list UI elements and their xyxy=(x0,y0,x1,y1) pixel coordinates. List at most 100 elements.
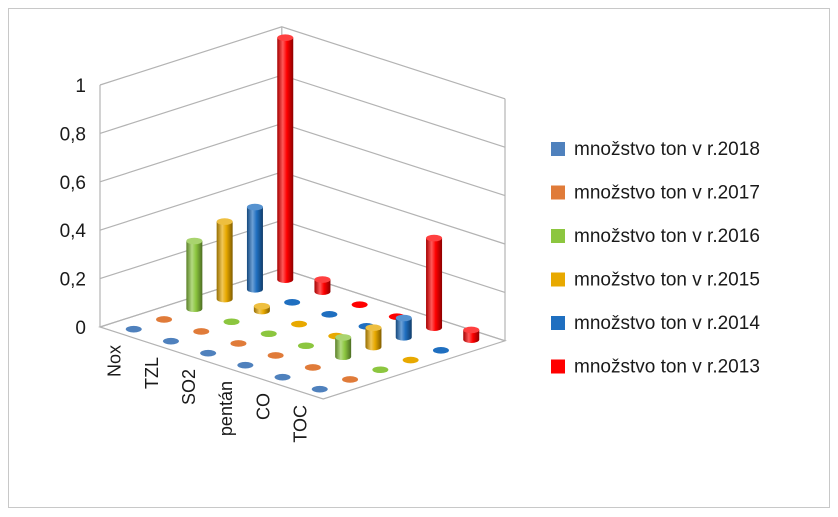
legend: množstvo ton v r.2018 množstvo ton v r.20… xyxy=(551,139,760,378)
bar-disc xyxy=(351,301,368,308)
bar-body xyxy=(426,238,443,331)
legend-item: množstvo ton v r.2014 xyxy=(551,313,760,334)
bar-disc xyxy=(193,328,210,335)
bar xyxy=(267,352,284,359)
bar-disc xyxy=(200,349,217,357)
legend-label: množstvo ton v r.2018 xyxy=(574,139,760,160)
bar xyxy=(253,302,270,315)
bar-disc xyxy=(237,361,254,369)
bar xyxy=(186,237,203,313)
chart-walls xyxy=(99,26,506,341)
y-tick-label: 0,8 xyxy=(60,124,86,145)
bar xyxy=(291,320,308,328)
bar-body xyxy=(186,240,203,313)
bar-top xyxy=(365,324,382,331)
bar-top xyxy=(186,237,203,245)
bar xyxy=(246,203,263,293)
bar-top xyxy=(277,34,294,41)
bar xyxy=(193,328,210,335)
bar-disc xyxy=(311,385,328,393)
bar-top xyxy=(426,234,443,242)
bar xyxy=(402,356,419,364)
bar-disc xyxy=(402,356,419,364)
bar-body xyxy=(277,37,294,283)
bar xyxy=(200,349,217,357)
bar xyxy=(216,218,233,303)
bar-top xyxy=(246,203,263,211)
bar xyxy=(311,385,328,393)
legend-swatch xyxy=(551,185,565,200)
category-label: CO xyxy=(253,393,273,420)
bar-top xyxy=(395,314,412,322)
bar-top xyxy=(253,302,270,310)
legend-swatch xyxy=(551,272,565,287)
legend-item: množstvo ton v r.2015 xyxy=(551,270,760,291)
category-label: Nox xyxy=(105,345,125,377)
bar-top xyxy=(463,326,480,334)
gridline xyxy=(99,171,506,245)
bar-body xyxy=(314,279,331,295)
legend-item: množstvo ton v r.2017 xyxy=(551,183,760,204)
bar-top xyxy=(335,334,352,341)
bar xyxy=(314,276,331,295)
bar xyxy=(372,366,389,374)
y-tick-label: 0,2 xyxy=(60,270,86,291)
bars xyxy=(125,34,480,393)
bar-disc xyxy=(342,376,359,383)
bar-body xyxy=(246,207,263,293)
legend-swatch xyxy=(551,229,565,243)
legend-swatch xyxy=(551,359,565,374)
bar xyxy=(277,34,294,283)
y-tick-label: 0 xyxy=(75,318,86,339)
bar xyxy=(274,373,291,381)
legend-swatch xyxy=(551,142,565,156)
bar-top xyxy=(216,218,233,225)
category-labels: Nox TZL SO2 pentán CO TOC xyxy=(105,345,311,443)
bar xyxy=(342,376,359,383)
gridline xyxy=(99,74,506,148)
bar-disc xyxy=(304,364,321,371)
bar xyxy=(321,311,338,318)
gridline xyxy=(99,219,506,293)
chart-area xyxy=(8,8,830,508)
bar xyxy=(162,337,179,345)
y-tick-label: 0,6 xyxy=(60,173,86,194)
bar-body xyxy=(395,317,412,341)
bar-disc xyxy=(267,352,284,359)
bar-disc xyxy=(156,316,173,323)
bar-disc xyxy=(260,330,277,338)
bar xyxy=(395,314,412,341)
bar-disc xyxy=(274,373,291,381)
category-label: SO2 xyxy=(179,369,199,405)
bar-disc xyxy=(291,320,308,328)
bar-disc xyxy=(321,311,338,318)
gridline xyxy=(99,122,506,197)
gridline xyxy=(99,26,506,100)
category-label: pentán xyxy=(216,381,236,436)
bar xyxy=(237,361,254,369)
y-tick-label: 0,4 xyxy=(60,221,87,242)
bar-disc xyxy=(284,299,301,306)
y-tick-label: 1 xyxy=(75,76,86,97)
bar-body xyxy=(216,221,233,303)
bar-body xyxy=(463,329,480,343)
bar xyxy=(223,318,240,326)
legend-label: množstvo ton v r.2015 xyxy=(574,270,760,291)
bar-disc xyxy=(372,366,389,374)
bar-disc xyxy=(230,340,247,347)
bar xyxy=(304,364,321,371)
bar-disc xyxy=(125,325,142,333)
bar xyxy=(260,330,277,338)
legend-label: množstvo ton v r.2017 xyxy=(574,183,760,204)
bar-disc xyxy=(297,342,314,350)
bar-top xyxy=(314,276,331,283)
bar xyxy=(230,340,247,347)
legend-item: množstvo ton v r.2013 xyxy=(551,357,760,378)
legend-item: množstvo ton v r.2016 xyxy=(551,226,760,247)
bar-disc xyxy=(223,318,240,326)
bar xyxy=(351,301,368,308)
bar xyxy=(432,347,449,354)
bar-body xyxy=(335,337,352,361)
bar xyxy=(156,316,173,323)
